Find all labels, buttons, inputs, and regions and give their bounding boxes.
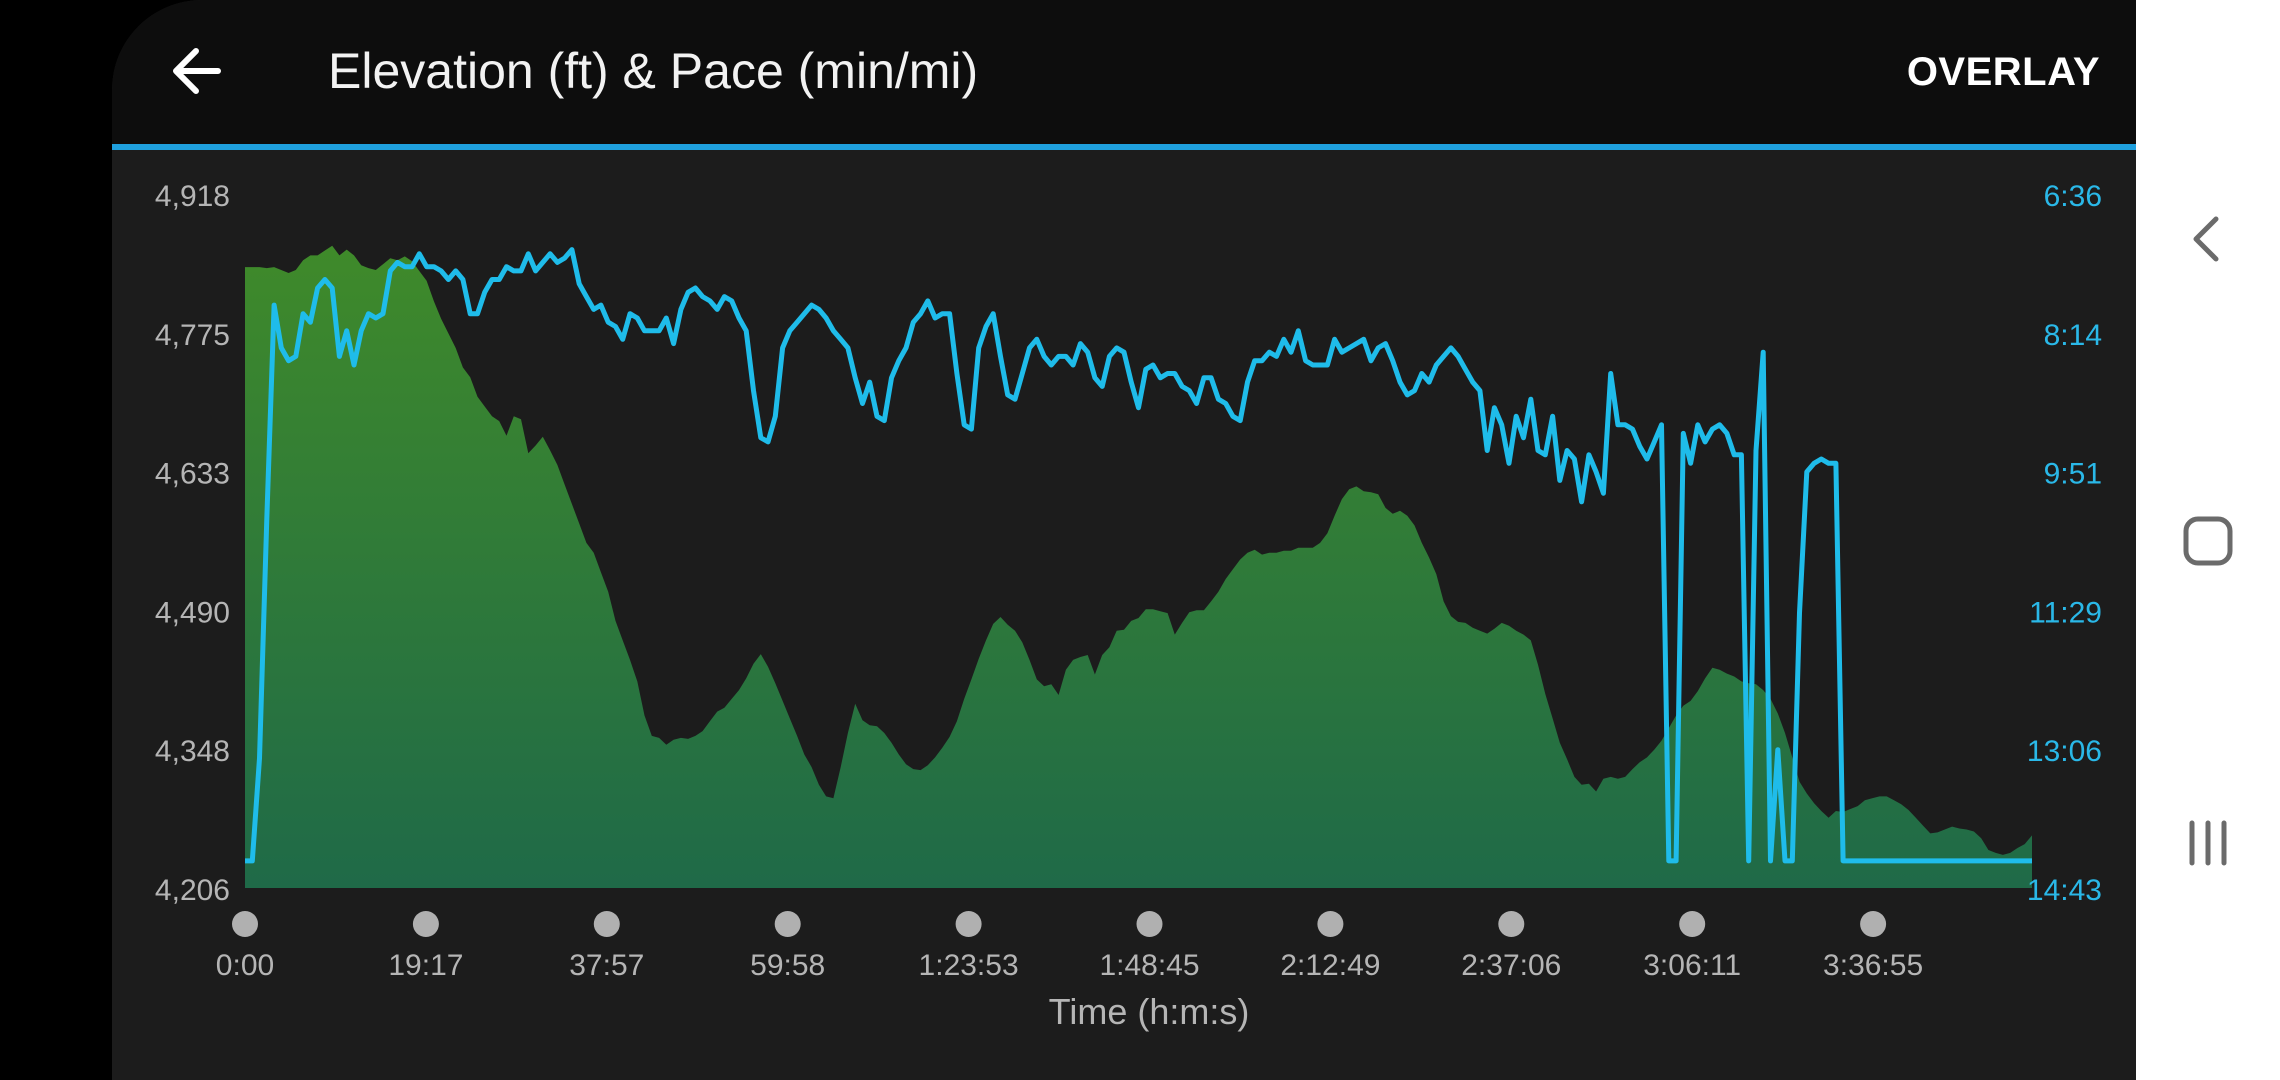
- x-tick-marker[interactable]: [774, 911, 801, 937]
- x-tick-label: 0:00: [216, 949, 274, 982]
- pace-tick-label: 14:43: [2027, 874, 2102, 907]
- x-tick-marker[interactable]: [1136, 911, 1163, 937]
- x-tick-label: 3:36:55: [1823, 949, 1923, 982]
- overlay-button[interactable]: OVERLAY: [1906, 50, 2100, 94]
- arrow-left-icon: [173, 48, 221, 94]
- x-tick-marker[interactable]: [593, 911, 620, 937]
- home-square-icon: [2183, 516, 2233, 566]
- x-axis-label: Time (h:m:s): [1049, 991, 1250, 1032]
- nav-back-button[interactable]: [2172, 203, 2244, 275]
- chevron-left-icon: [2193, 216, 2219, 262]
- pace-tick-label: 11:29: [2029, 596, 2102, 629]
- app-screen: Elevation (ft) & Pace (min/mi) OVERLAY 4…: [112, 0, 2136, 1080]
- x-tick-label: 3:06:11: [1643, 949, 1741, 982]
- elevation-tick-label: 4,918: [155, 180, 230, 213]
- x-tick-marker[interactable]: [955, 911, 982, 937]
- x-tick-label: 37:57: [569, 949, 644, 982]
- x-tick-marker[interactable]: [1498, 911, 1525, 937]
- pace-tick-label: 9:51: [2044, 458, 2102, 491]
- x-tick-marker[interactable]: [412, 911, 439, 937]
- pace-tick-label: 13:06: [2027, 735, 2102, 768]
- elevation-tick-label: 4,775: [155, 319, 230, 352]
- page-title: Elevation (ft) & Pace (min/mi): [328, 43, 979, 99]
- x-tick-label: 59:58: [750, 949, 825, 982]
- x-tick-marker[interactable]: [1317, 911, 1344, 937]
- x-tick-marker[interactable]: [1679, 911, 1706, 937]
- x-tick-label: 2:37:06: [1461, 949, 1561, 982]
- elevation-area: [245, 245, 2032, 888]
- nav-recents-button[interactable]: [2172, 807, 2244, 879]
- pace-tick-label: 8:14: [2044, 319, 2102, 352]
- x-tick-marker[interactable]: [1860, 911, 1887, 937]
- x-tick-label: 19:17: [388, 949, 463, 982]
- nav-home-button[interactable]: [2172, 505, 2244, 577]
- elevation-tick-label: 4,206: [155, 874, 230, 907]
- system-nav-bar: [2136, 0, 2280, 1080]
- header-bar: Elevation (ft) & Pace (min/mi) OVERLAY: [112, 0, 2136, 150]
- elevation-pace-chart: 4,918 4,775 4,633 4,490 4,348 4,206 6:36 8:14 9…: [155, 180, 2102, 1032]
- elevation-tick-label: 4,633: [155, 458, 230, 491]
- elevation-tick-label: 4,490: [155, 596, 230, 629]
- x-tick-label: 1:48:45: [1099, 949, 1199, 982]
- recents-bars-icon: [2189, 820, 2227, 866]
- pace-line: [245, 247, 2032, 864]
- x-tick-marker[interactable]: [232, 911, 258, 937]
- x-tick-label: 2:12:49: [1280, 949, 1380, 982]
- elevation-tick-label: 4,348: [155, 735, 230, 768]
- x-tick-label: 1:23:53: [919, 949, 1019, 982]
- pace-tick-label: 6:36: [2044, 180, 2102, 213]
- back-button[interactable]: [164, 38, 230, 104]
